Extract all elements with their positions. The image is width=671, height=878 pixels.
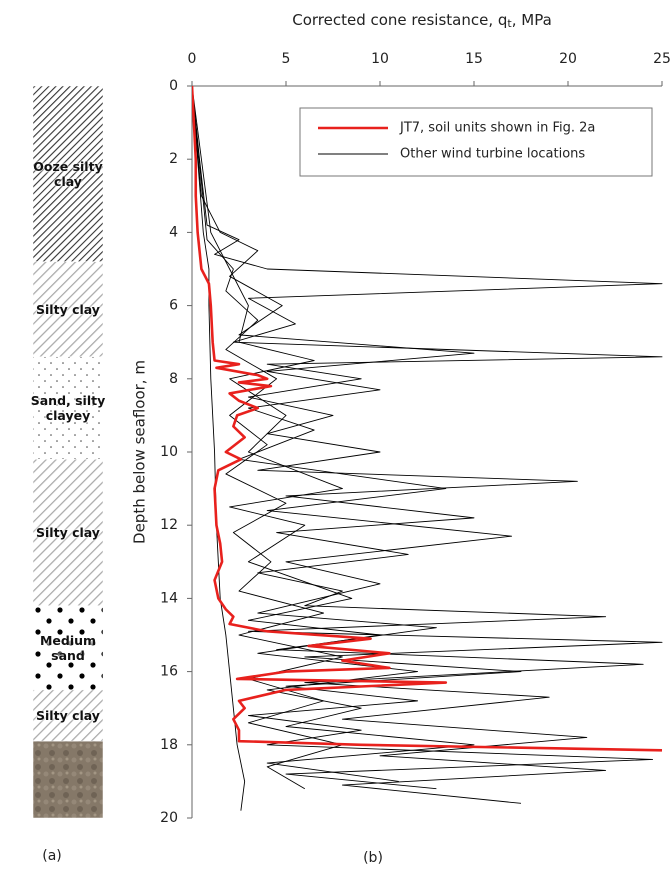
soil-layer <box>32 261 104 358</box>
soil-label-box: Silty clay <box>36 525 100 540</box>
soil-column: Ooze silty clay Silty clay Sand, silty cla… <box>30 85 106 819</box>
y-tick-label: 2 <box>169 151 178 167</box>
soil-label-box: Ooze silty clay <box>33 158 103 189</box>
plot-lines <box>192 85 663 811</box>
y-tick-label: 18 <box>160 737 178 753</box>
soil-label-box: Silty clay <box>36 708 100 723</box>
x-tick-label: 15 <box>465 51 483 67</box>
y-tick-label: 20 <box>160 810 178 826</box>
x-tick-label: 25 <box>653 51 671 67</box>
profile-line <box>192 85 663 790</box>
y-tick-label: 14 <box>160 590 178 606</box>
x-tick-label: 10 <box>371 51 389 67</box>
y-tick-label: 0 <box>169 78 178 94</box>
soil-layer <box>32 85 104 262</box>
soil-label: Silty clay <box>36 525 100 540</box>
y-axis-title: Depth below seafloor, m <box>131 360 149 544</box>
profile-line <box>192 85 246 811</box>
soil-layer <box>32 689 104 742</box>
y-tick-label: 12 <box>160 517 178 533</box>
y-tick-label: 10 <box>160 444 178 460</box>
soil-label: Medium sand <box>39 632 97 663</box>
panel-label: (a) <box>42 848 62 864</box>
soil-label-box: Sand, silty clayey <box>30 393 106 424</box>
soil-label-box: Medium sand <box>39 632 97 663</box>
soil-layer <box>32 605 104 691</box>
x-axis-title: Corrected cone resistance, qt, MPa <box>292 11 552 31</box>
x-tick-label: 0 <box>188 51 197 67</box>
x-axis-title-tail: , MPa <box>512 11 552 29</box>
soil-layer <box>32 459 104 606</box>
legend: JT7, soil units shown in Fig. 2a Other wi… <box>299 107 653 177</box>
soil-label: Ooze silty clay <box>33 158 103 189</box>
profile-line <box>192 85 475 782</box>
legend-box <box>299 107 653 177</box>
soil-label: Sand, silty clayey <box>30 393 106 424</box>
soil-label: Silty clay <box>36 708 100 723</box>
y-tick-label: 16 <box>160 664 178 680</box>
x-axis-title-main: Corrected cone resistance, q <box>292 11 507 29</box>
soil-layer <box>32 356 104 460</box>
legend-label: Other wind turbine locations <box>400 147 585 162</box>
y-tick-label: 6 <box>169 298 178 314</box>
profile-line <box>192 85 644 804</box>
soil-label-box: Silty clay <box>36 301 100 317</box>
y-tick-label: 4 <box>169 224 178 240</box>
panel-label: (b) <box>363 850 383 866</box>
x-tick-label: 5 <box>282 51 291 67</box>
x-axis-title-sub: t <box>507 17 512 30</box>
soil-layer <box>32 740 104 819</box>
x-tick-label: 20 <box>559 51 577 67</box>
axes: 0 5 10 15 20 25 0 2 4 6 8 10 12 14 16 18 20 <box>160 51 671 826</box>
legend-label: JT7, soil units shown in Fig. 2a <box>399 121 595 136</box>
y-tick-label: 8 <box>169 371 178 387</box>
profile-line <box>192 85 663 752</box>
soil-label: Silty clay <box>36 301 100 317</box>
